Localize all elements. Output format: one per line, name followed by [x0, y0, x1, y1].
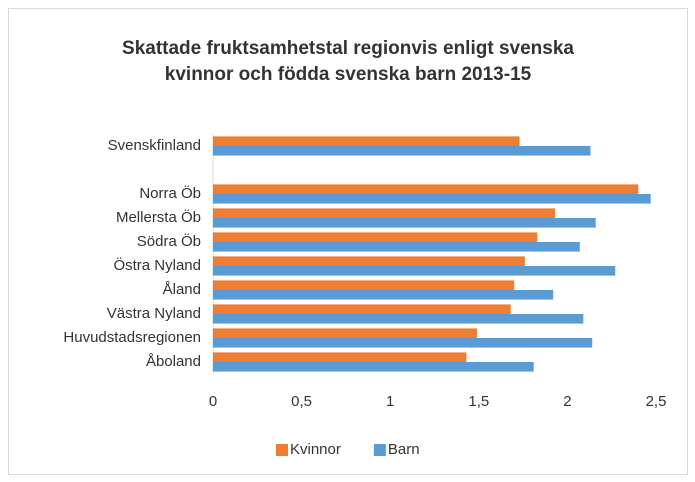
y-tick-label: Mellersta Öb: [116, 208, 201, 226]
y-tick-label: Svenskfinland: [108, 137, 201, 154]
bar: [213, 208, 555, 218]
y-tick-label: Norra Öb: [139, 184, 201, 202]
x-tick-label: 2: [563, 393, 571, 410]
bar: [213, 146, 591, 156]
x-tick-label: 0: [209, 393, 217, 410]
bar: [213, 280, 515, 290]
x-tick-label: 2,5: [646, 393, 667, 410]
bar: [213, 194, 651, 204]
x-tick-label: 1: [386, 393, 394, 410]
bar: [213, 290, 554, 300]
x-tick-label: 1,5: [468, 393, 489, 410]
chart-title: Skattade fruktsamhetstal regionvis enlig…: [122, 38, 574, 85]
y-tick-label: Västra Nyland: [107, 305, 201, 322]
legend-swatch: [373, 444, 386, 456]
bar: [213, 266, 616, 276]
bar: [213, 232, 538, 242]
legend-label: Kvinnor: [290, 441, 341, 458]
bar: [213, 352, 467, 362]
x-tick-label: 0,5: [291, 393, 312, 410]
y-tick-label: Huvudstadsregionen: [63, 329, 201, 346]
legend-label: Barn: [388, 441, 420, 458]
bar: [213, 256, 525, 266]
bar: [213, 184, 639, 194]
bar: [213, 328, 478, 338]
bar: [213, 362, 534, 372]
bar: [213, 304, 511, 314]
legend-swatch: [276, 444, 288, 456]
bar: [213, 242, 580, 252]
y-tick-label: Åland: [163, 281, 201, 298]
bar: [213, 338, 593, 348]
bar: [213, 136, 520, 146]
y-tick-label: Östra Nyland: [113, 256, 201, 274]
bar: [213, 314, 584, 324]
y-tick-label: Åboland: [146, 353, 201, 370]
y-tick-label: Södra Öb: [137, 232, 201, 250]
bar: [213, 218, 596, 228]
